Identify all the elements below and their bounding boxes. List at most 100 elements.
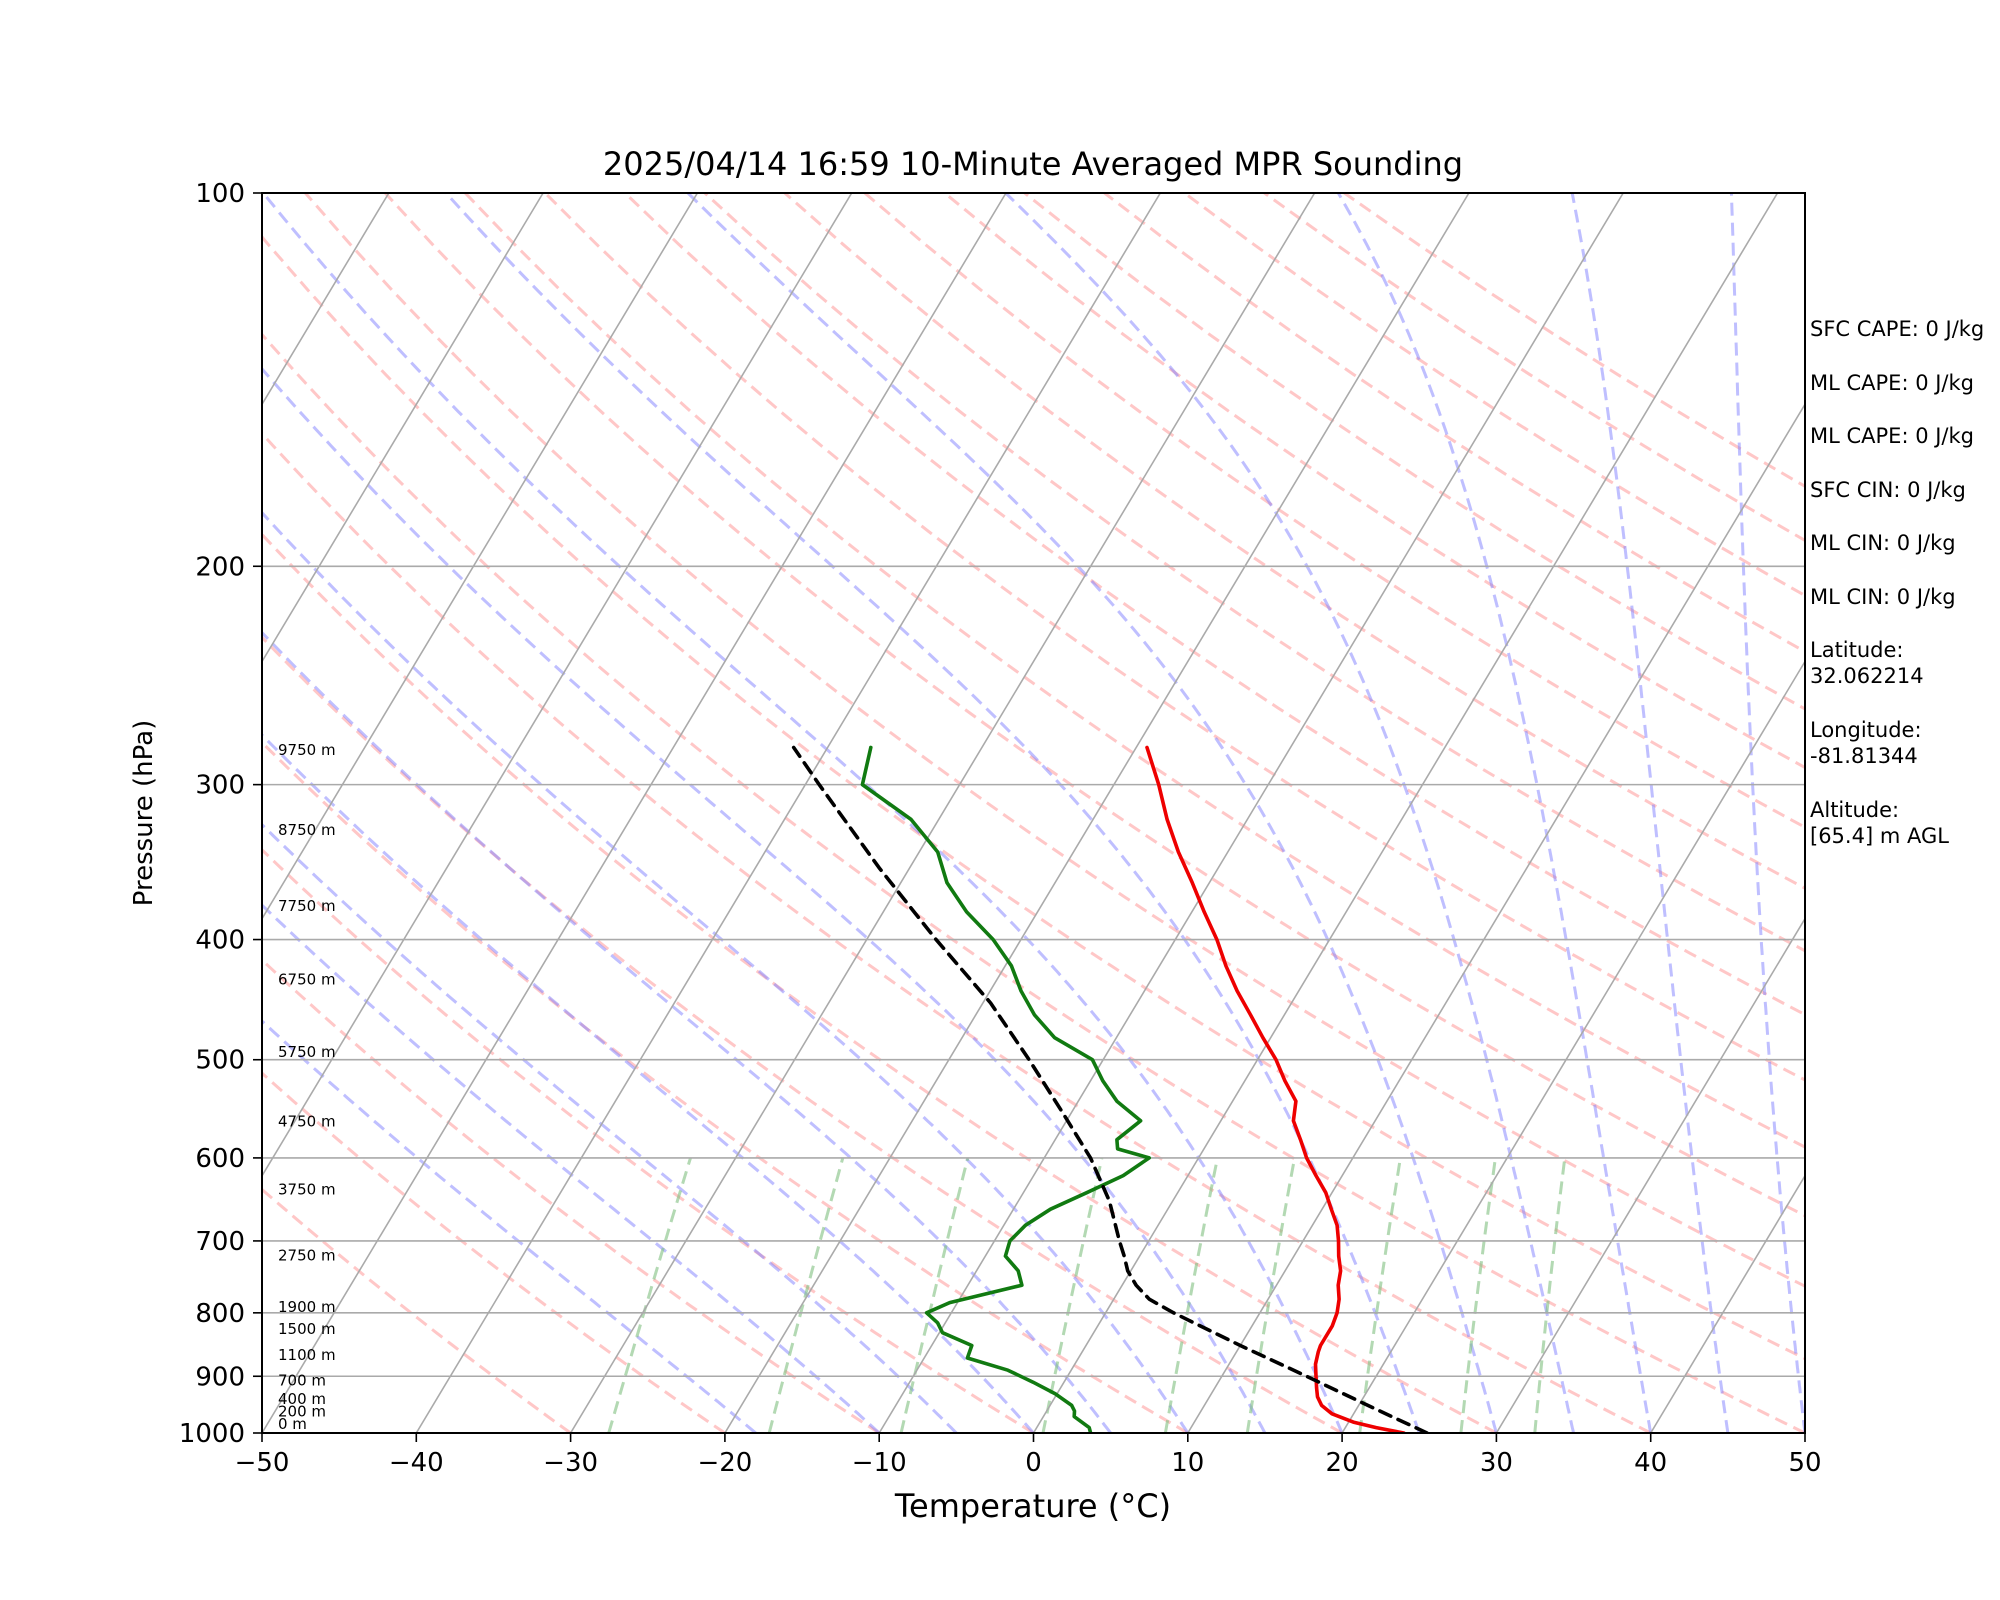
y-tick-label: 300 bbox=[195, 771, 245, 801]
isotherm-line bbox=[262, 193, 699, 921]
y-tick-label: 800 bbox=[195, 1299, 245, 1329]
height-label: 8750 m bbox=[278, 821, 336, 839]
dry-adiabat-line bbox=[544, 193, 1805, 1082]
ml-cin-text: ML CIN: 0 J/kg bbox=[1810, 584, 1956, 609]
moist-adiabat-line bbox=[1729, 193, 1805, 1433]
parcel-profile-line bbox=[791, 745, 1429, 1433]
y-axis-label: Pressure (hPa) bbox=[129, 720, 159, 907]
temperature-profile-line bbox=[1145, 745, 1406, 1433]
height-label: 9750 m bbox=[278, 741, 336, 759]
y-tick-label: 200 bbox=[195, 552, 245, 582]
height-label: 4750 m bbox=[278, 1112, 336, 1130]
height-label: 700 m bbox=[278, 1371, 326, 1389]
y-tick-label: 400 bbox=[195, 926, 245, 956]
isotherm-line bbox=[1032, 193, 1779, 1433]
moist-adiabat-line bbox=[262, 1019, 757, 1433]
x-tick-label: −50 bbox=[235, 1448, 290, 1478]
x-tick-label: 50 bbox=[1788, 1448, 1821, 1478]
latitude-value: 32.062214 bbox=[1810, 664, 1924, 688]
moist-adiabat-line bbox=[444, 193, 1421, 1433]
height-label: 1500 m bbox=[278, 1320, 336, 1338]
dry-adiabat-line bbox=[262, 532, 1498, 1433]
longitude-label: Longitude: bbox=[1810, 718, 1922, 742]
height-label: 400 m bbox=[278, 1390, 326, 1408]
ml-cape-text: ML CAPE: 0 J/kg bbox=[1810, 370, 1975, 395]
sfc-cape-text: SFC CAPE: 0 J/kg bbox=[1810, 317, 1985, 341]
height-label: 2750 m bbox=[278, 1246, 336, 1264]
dry-adiabat-line bbox=[262, 1187, 572, 1433]
isotherm-line bbox=[1187, 402, 1805, 1433]
altitude-block: Altitude: [65.4] m AGL bbox=[1810, 797, 2000, 877]
height-label: 5750 m bbox=[278, 1043, 336, 1061]
y-tick-label: 1000 bbox=[179, 1419, 245, 1449]
altitude-value: [65.4] m AGL bbox=[1810, 824, 1949, 848]
y-tick-label: 700 bbox=[195, 1227, 245, 1257]
isotherm-line bbox=[1341, 659, 1805, 1433]
isotherm-line bbox=[878, 193, 1624, 1433]
x-tick-label: 40 bbox=[1634, 1448, 1667, 1478]
isotherm-line bbox=[262, 193, 1007, 1433]
latitude-block: Latitude: 32.062214 bbox=[1810, 637, 2000, 717]
ml-cin-text: ML CIN: 0 J/kg bbox=[1810, 531, 1956, 555]
height-label: 7750 m bbox=[278, 897, 336, 915]
dry-adiabat-line bbox=[262, 847, 1035, 1433]
dry-adiabat-line bbox=[262, 1071, 726, 1433]
x-tick-label: 30 bbox=[1480, 1448, 1513, 1478]
isotherm-line bbox=[724, 193, 1470, 1433]
x-axis-label: Temperature (°C) bbox=[894, 1487, 1171, 1525]
isotherm-line bbox=[262, 193, 390, 406]
isotherm-line bbox=[569, 193, 1316, 1433]
x-tick-label: 10 bbox=[1171, 1448, 1204, 1478]
longitude-value: -81.81344 bbox=[1810, 744, 1918, 768]
moist-adiabat-line bbox=[1570, 193, 1730, 1433]
latitude-label: Latitude: bbox=[1810, 638, 1904, 662]
sfc-cin-text: SFC CIN: 0 J/kg bbox=[1810, 477, 1966, 502]
height-label: 0 m bbox=[278, 1415, 307, 1433]
x-tick-label: −10 bbox=[852, 1448, 907, 1478]
isotherm-line bbox=[262, 193, 853, 1178]
data-series bbox=[791, 745, 1429, 1433]
moist-adiabat-line bbox=[262, 366, 1267, 1433]
isotherm-line bbox=[415, 193, 1161, 1433]
y-tick-label: 900 bbox=[195, 1362, 245, 1392]
dry-adiabat-line bbox=[262, 958, 881, 1433]
x-tick-label: −20 bbox=[697, 1448, 752, 1478]
moist-adiabat-line bbox=[262, 193, 1344, 1433]
y-axis: 100 200 300 400 500 600 700 800 900 1000 bbox=[179, 179, 262, 1449]
moist-adiabat-line bbox=[1336, 193, 1653, 1433]
ml-cape-text: ML CAPE: 0 J/kg bbox=[1810, 424, 1975, 448]
dry-adiabat-line bbox=[262, 635, 1343, 1433]
y-tick-label: 500 bbox=[195, 1046, 245, 1076]
dry-adiabat-line bbox=[304, 193, 1805, 1288]
x-tick-label: −40 bbox=[389, 1448, 444, 1478]
height-label: 200 m bbox=[278, 1402, 326, 1420]
isotherm-line bbox=[262, 193, 544, 664]
isotherm-line bbox=[1650, 1174, 1805, 1433]
moist-adiabat-line bbox=[262, 630, 1112, 1433]
longitude-block: Longitude: -81.81344 bbox=[1810, 717, 2000, 797]
x-tick-label: −30 bbox=[543, 1448, 598, 1478]
dry-adiabat-line bbox=[384, 193, 1805, 1218]
dry-adiabat-line bbox=[262, 740, 1189, 1433]
moist-adiabat-line bbox=[1004, 193, 1575, 1433]
height-label: 1100 m bbox=[278, 1346, 336, 1364]
dry-adiabat-line bbox=[262, 332, 1805, 1433]
dry-adiabat-line bbox=[943, 193, 1805, 770]
height-label: 3750 m bbox=[278, 1181, 336, 1199]
x-tick-label: 0 bbox=[1025, 1448, 1042, 1478]
dry-adiabat-line bbox=[703, 193, 1805, 953]
height-label: 1900 m bbox=[278, 1298, 336, 1316]
sounding-info-panel: SFC CAPE: 0 J/kg ML CAPE: 0 J/kg ML CAPE… bbox=[1810, 316, 2000, 877]
isotherm-line bbox=[1495, 917, 1805, 1433]
dry-adiabat-line bbox=[863, 193, 1805, 829]
y-tick-label: 600 bbox=[195, 1144, 245, 1174]
dry-adiabat-line bbox=[262, 431, 1652, 1433]
y-tick-label: 100 bbox=[195, 179, 245, 209]
background-lines bbox=[262, 193, 1805, 1433]
x-tick-label: 20 bbox=[1326, 1448, 1359, 1478]
chart-title: 2025/04/14 16:59 10-Minute Averaged MPR … bbox=[603, 145, 1463, 183]
height-label: 6750 m bbox=[278, 970, 336, 988]
dry-adiabat-line bbox=[262, 234, 1805, 1361]
